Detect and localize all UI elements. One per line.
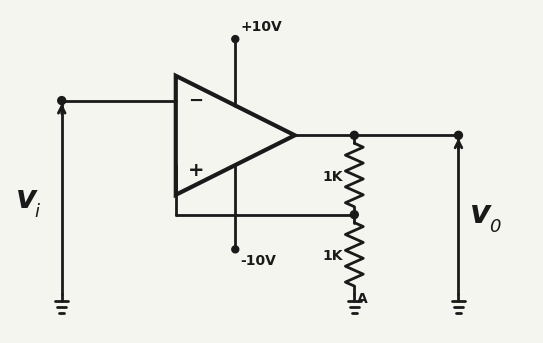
Circle shape	[232, 246, 239, 253]
Text: 1K: 1K	[323, 249, 343, 263]
Text: v: v	[16, 184, 37, 215]
Text: v: v	[470, 199, 491, 230]
Text: +10V: +10V	[240, 20, 282, 34]
Text: i: i	[34, 203, 39, 221]
Circle shape	[232, 36, 239, 43]
Circle shape	[350, 211, 358, 218]
Circle shape	[58, 97, 66, 105]
Text: −: −	[188, 92, 203, 109]
Text: 0: 0	[489, 217, 501, 236]
Circle shape	[350, 131, 358, 139]
Circle shape	[454, 131, 463, 139]
Text: A: A	[357, 292, 368, 306]
Text: +: +	[188, 161, 204, 179]
Text: 1K: 1K	[323, 170, 343, 184]
Text: -10V: -10V	[240, 254, 276, 268]
